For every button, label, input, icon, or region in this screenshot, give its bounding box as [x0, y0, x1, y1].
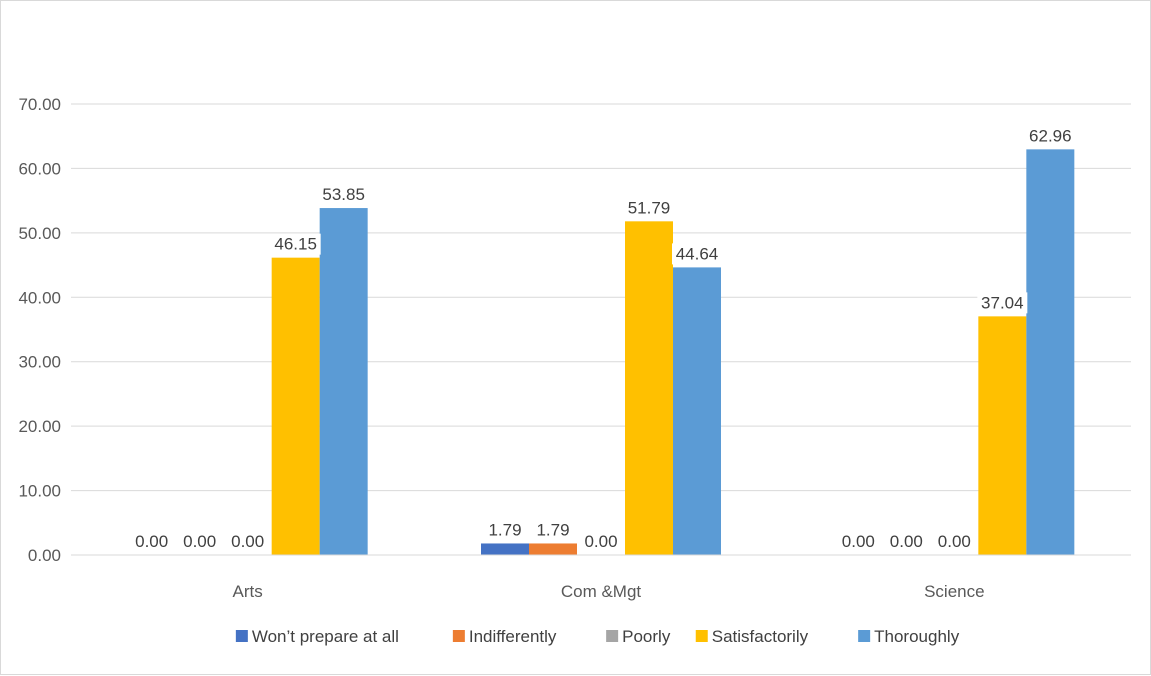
y-tick-label: 10.00	[18, 482, 61, 501]
data-label: 44.64	[676, 244, 719, 263]
y-tick-label: 40.00	[18, 288, 61, 307]
legend-label: Thoroughly	[874, 627, 960, 646]
y-tick-label: 70.00	[18, 95, 61, 114]
x-tick-label: Science	[924, 582, 984, 601]
data-label-background	[179, 531, 220, 552]
legend-label: Won’t prepare at all	[252, 627, 399, 646]
data-label-background	[227, 531, 268, 552]
legend-swatch	[452, 630, 465, 642]
data-label-background	[886, 531, 927, 552]
bar	[625, 221, 673, 555]
data-label: 0.00	[938, 532, 971, 551]
bar	[978, 316, 1027, 555]
data-label-background	[484, 519, 526, 541]
data-label: 0.00	[584, 532, 617, 551]
data-label: 53.85	[322, 185, 365, 204]
y-tick-label: 30.00	[18, 353, 61, 372]
data-label-background	[270, 233, 321, 255]
y-tick-label: 60.00	[18, 159, 61, 178]
bar	[529, 543, 577, 555]
y-axis-tick-labels: 0.00 10.00 20.00 30.00 40.00 50.00 60.00 70.00	[18, 95, 61, 565]
data-label: 1.79	[488, 520, 521, 539]
data-label: 1.79	[536, 520, 569, 539]
data-labels: 0.00 0.00 0.00 46.15 53.85 1.79 1.79 0.00 51.79 4…	[131, 125, 1076, 552]
legend-label: Indifferently	[469, 627, 557, 646]
data-label-background	[934, 531, 975, 552]
bar	[319, 208, 368, 556]
y-tick-label: 0.00	[28, 546, 61, 565]
bars	[271, 149, 1075, 556]
data-label: 0.00	[890, 532, 923, 551]
data-label-background	[977, 292, 1028, 314]
legend-swatch	[858, 630, 871, 642]
data-label-background	[318, 184, 369, 206]
bar	[481, 543, 529, 555]
data-label-background	[624, 197, 674, 219]
data-label: 0.00	[135, 532, 168, 551]
x-axis-tick-labels: Arts Com &Mgt Science	[233, 582, 985, 601]
data-label-background	[1025, 125, 1076, 147]
bar	[271, 257, 320, 555]
gridlines	[71, 103, 1131, 492]
data-label-background	[838, 531, 879, 552]
legend-swatch	[606, 630, 619, 642]
data-label: 37.04	[981, 293, 1024, 312]
legend: Won’t prepare at all Indifferently Poorly S…	[235, 627, 960, 646]
data-label-background	[580, 531, 622, 552]
bar	[1026, 149, 1075, 555]
y-tick-label: 20.00	[18, 417, 61, 436]
x-tick-label: Com &Mgt	[561, 582, 642, 601]
y-tick-label: 50.00	[18, 224, 61, 243]
legend-swatch	[695, 630, 708, 642]
data-label-background	[532, 519, 574, 541]
data-label: 62.96	[1029, 126, 1072, 145]
data-label: 0.00	[183, 532, 216, 551]
data-label: 51.79	[628, 198, 671, 217]
data-label: 0.00	[842, 532, 875, 551]
legend-swatch	[235, 630, 248, 642]
data-label: 46.15	[274, 235, 317, 254]
legend-label: Poorly	[622, 627, 671, 646]
bar	[673, 267, 721, 555]
x-tick-label: Arts	[233, 582, 263, 601]
legend-label: Satisfactorily	[712, 627, 809, 646]
data-label-background	[672, 243, 722, 265]
data-label: 0.00	[231, 532, 264, 551]
data-label-background	[131, 531, 172, 552]
